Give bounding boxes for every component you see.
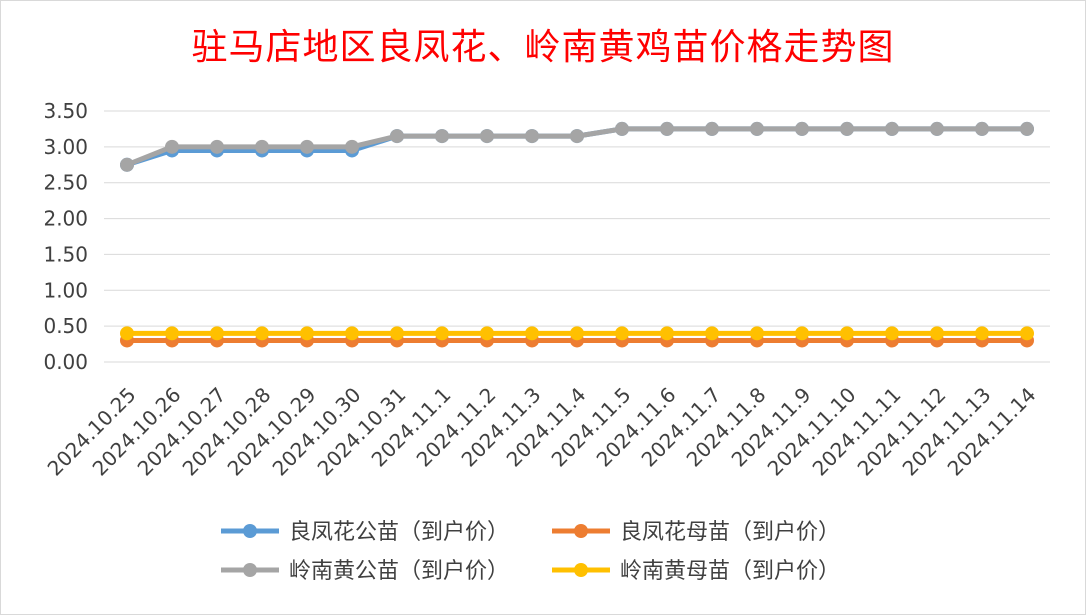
legend-label: 良凤花母苗（到户价） [620,520,840,545]
series-1 [120,333,1034,348]
y-tick-label: 0.00 [43,350,88,374]
data-point [840,121,854,136]
y-tick-label: 2.50 [43,171,88,195]
legend-item-1: 良凤花母苗（到户价） [552,520,840,545]
legend-label: 岭南黄公苗（到户价） [289,559,509,584]
data-point [255,326,269,341]
data-point [795,121,809,136]
data-point [480,129,494,144]
data-point [975,326,989,341]
data-point [615,121,629,136]
data-point [525,129,539,144]
data-point [795,326,809,341]
legend-item-2: 岭南黄公苗（到户价） [221,559,509,584]
legend-item-3: 岭南黄母苗（到户价） [552,559,840,584]
data-point [705,326,719,341]
data-point [885,121,899,136]
legend-marker [243,524,257,538]
data-point [930,121,944,136]
data-point [165,139,179,154]
data-point [1020,121,1034,136]
data-point [120,157,134,172]
series-layer [120,121,1034,348]
data-point [615,326,629,341]
legend-marker [243,563,257,577]
y-tick-label: 2.00 [43,207,88,231]
data-point [750,326,764,341]
data-point [300,326,314,341]
data-point [435,129,449,144]
data-point [570,326,584,341]
data-point [705,121,719,136]
data-point [390,326,404,341]
data-point [210,326,224,341]
data-point [300,139,314,154]
data-point [975,121,989,136]
y-axis-ticks: 0.00 0.50 1.00 1.50 2.00 2.50 3.00 3.50 [43,99,88,374]
legend-marker [574,563,588,577]
y-tick-label: 1.00 [43,278,88,302]
data-point [165,326,179,341]
y-tick-label: 3.50 [43,99,88,123]
data-point [210,139,224,154]
data-point [525,326,539,341]
data-point [660,121,674,136]
legend-marker [574,524,588,538]
data-point [660,326,674,341]
y-tick-label: 0.50 [43,314,88,338]
series-3 [120,326,1034,341]
data-point [840,326,854,341]
y-tick-label: 3.00 [43,135,88,159]
data-point [1020,326,1034,341]
data-point [345,139,359,154]
legend-label: 岭南黄母苗（到户价） [620,559,840,584]
x-axis-ticks: 2024.10.252024.10.262024.10.272024.10.28… [43,383,1041,481]
y-tick-label: 1.50 [43,242,88,266]
legend-item-0: 良凤花公苗（到户价） [221,520,509,545]
data-point [120,326,134,341]
data-point [885,326,899,341]
chart-title: 驻马店地区良凤花、岭南黄鸡苗价格走势图 [191,27,895,68]
data-point [480,326,494,341]
legend: 良凤花公苗（到户价） 良凤花母苗（到户价） 岭南黄公苗（到户价） 岭南黄母苗（到户价） [221,520,840,584]
data-point [750,121,764,136]
data-point [435,326,449,341]
data-point [255,139,269,154]
data-point [345,326,359,341]
data-point [930,326,944,341]
legend-label: 良凤花公苗（到户价） [289,520,509,545]
data-point [570,129,584,144]
data-point [390,129,404,144]
series-2 [120,121,1034,172]
